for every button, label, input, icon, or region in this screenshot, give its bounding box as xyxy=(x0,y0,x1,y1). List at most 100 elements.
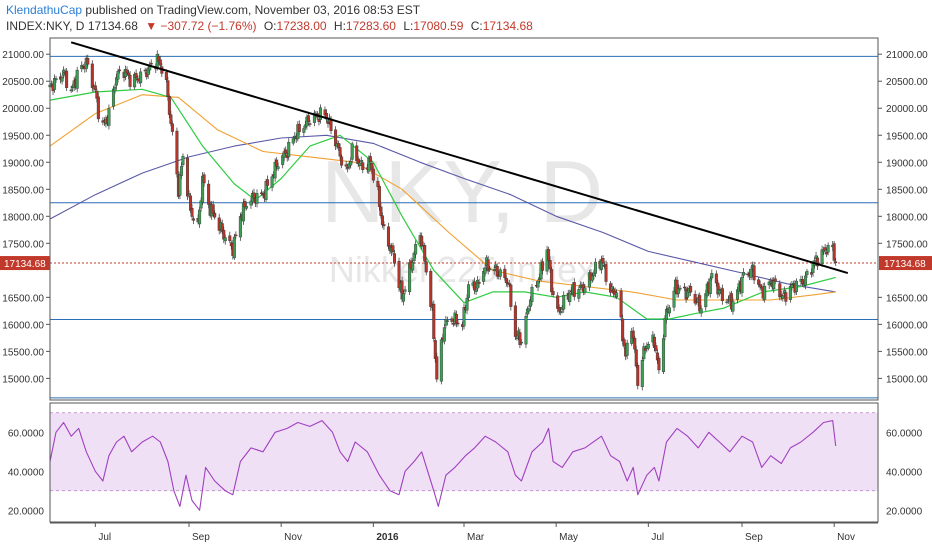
rsi-tick-right: 20.0000 xyxy=(886,506,923,517)
candle-down xyxy=(450,318,454,322)
candle-down xyxy=(451,323,455,325)
candle-up xyxy=(402,293,406,302)
candle-down xyxy=(166,80,170,98)
candle-down xyxy=(547,249,551,261)
candle-down xyxy=(778,283,782,298)
high-value: 17283.60 xyxy=(345,19,396,33)
candlestick-series xyxy=(48,50,838,391)
price-tick-right: 18500.00 xyxy=(886,185,928,196)
candle-down xyxy=(486,259,490,272)
candle-down xyxy=(382,224,386,227)
candle-down xyxy=(420,235,424,247)
rsi-pane-frame xyxy=(49,402,879,523)
rsi-tick-left: 40.0000 xyxy=(8,467,45,478)
price-tick-right: 17500.00 xyxy=(886,239,928,250)
candle-down xyxy=(698,295,702,312)
candle-down xyxy=(784,292,788,302)
candle-down xyxy=(391,245,395,252)
candle-down xyxy=(337,143,341,148)
candle-down xyxy=(167,96,171,115)
candle-up xyxy=(350,143,354,160)
candle-up xyxy=(740,277,744,294)
candle-up xyxy=(482,271,486,282)
candle-up xyxy=(414,244,418,255)
last-price-tag-left xyxy=(0,256,50,271)
candle-down xyxy=(435,356,439,380)
candle-up xyxy=(358,162,362,167)
candle-up xyxy=(625,342,629,356)
candle-up xyxy=(244,205,248,209)
symbol-label[interactable]: INDEX:NKY, D xyxy=(6,19,85,33)
candle-down xyxy=(143,69,147,72)
candle-up xyxy=(536,281,540,288)
candle-up xyxy=(583,287,587,293)
candle-down xyxy=(752,265,756,281)
rsi-band xyxy=(50,412,878,492)
candle-down xyxy=(190,208,194,217)
candle-down xyxy=(284,149,288,154)
candle-down xyxy=(832,243,836,261)
price-tick-right: 20000.00 xyxy=(886,104,928,115)
candle-down xyxy=(340,156,344,166)
candle-down xyxy=(495,266,499,277)
candle-down xyxy=(397,261,401,289)
candle-up xyxy=(442,327,446,342)
candle-up xyxy=(708,278,712,294)
candle-down xyxy=(513,305,517,337)
rsi-tick-left: 20.0000 xyxy=(8,506,45,517)
candle-down xyxy=(572,282,576,297)
candle-up xyxy=(318,107,322,120)
time-tick-label: Sep xyxy=(192,532,210,543)
price-tick-right: 16000.00 xyxy=(886,320,928,331)
candle-down xyxy=(86,58,90,65)
candle-up xyxy=(255,193,259,204)
candle-up xyxy=(704,293,708,308)
candle-down xyxy=(125,69,129,74)
close-value: 17134.68 xyxy=(482,19,533,33)
price-tick-left: 21000.00 xyxy=(2,50,44,61)
candle-up xyxy=(661,338,665,373)
candle-down xyxy=(65,70,69,88)
open-label: O: xyxy=(263,19,277,33)
candle-up xyxy=(107,108,111,126)
candle-up xyxy=(805,270,809,276)
candle-up xyxy=(179,166,183,176)
axis-labels: 21000.00 21000.00 20500.00 20500.00 20000.00… xyxy=(0,50,932,543)
author-link[interactable]: KlendathuCap xyxy=(6,3,83,17)
price-tick-right: 15500.00 xyxy=(886,347,928,358)
trendline[interactable] xyxy=(70,41,849,274)
candle-up xyxy=(664,308,668,320)
rsi-band-fill xyxy=(50,412,878,491)
candle-up xyxy=(646,343,650,349)
price-tick-left: 18000.00 xyxy=(2,212,44,223)
candle-down xyxy=(548,260,552,270)
candle-up xyxy=(498,269,502,277)
candle-up xyxy=(198,209,202,225)
candle-up xyxy=(403,289,407,292)
candle-down xyxy=(503,268,507,278)
price-tick-left: 15500.00 xyxy=(2,347,44,358)
price-tick-left: 19000.00 xyxy=(2,158,44,169)
candle-up xyxy=(69,89,73,92)
candle-down xyxy=(185,157,189,197)
published-text: published on TradingView.com, November 0… xyxy=(85,3,421,17)
candle-up xyxy=(270,176,274,188)
candle-up xyxy=(593,261,597,274)
last-price-tag-right-text: 17134.68 xyxy=(884,259,926,270)
time-tick-label: 2016 xyxy=(376,532,399,543)
low-value: 17080.59 xyxy=(413,19,464,33)
candle-up xyxy=(287,141,291,157)
candle-down xyxy=(118,69,122,72)
time-tick-label: May xyxy=(559,532,578,543)
rsi-tick-left: 60.0000 xyxy=(8,428,45,439)
candle-down xyxy=(757,279,761,285)
candle-down xyxy=(800,279,804,285)
candle-up xyxy=(349,160,353,166)
candle-down xyxy=(621,318,625,342)
candle-up xyxy=(113,86,117,92)
candle-down xyxy=(423,245,427,262)
candle-down xyxy=(134,73,138,78)
candle-down xyxy=(90,63,94,88)
candle-down xyxy=(834,261,838,263)
